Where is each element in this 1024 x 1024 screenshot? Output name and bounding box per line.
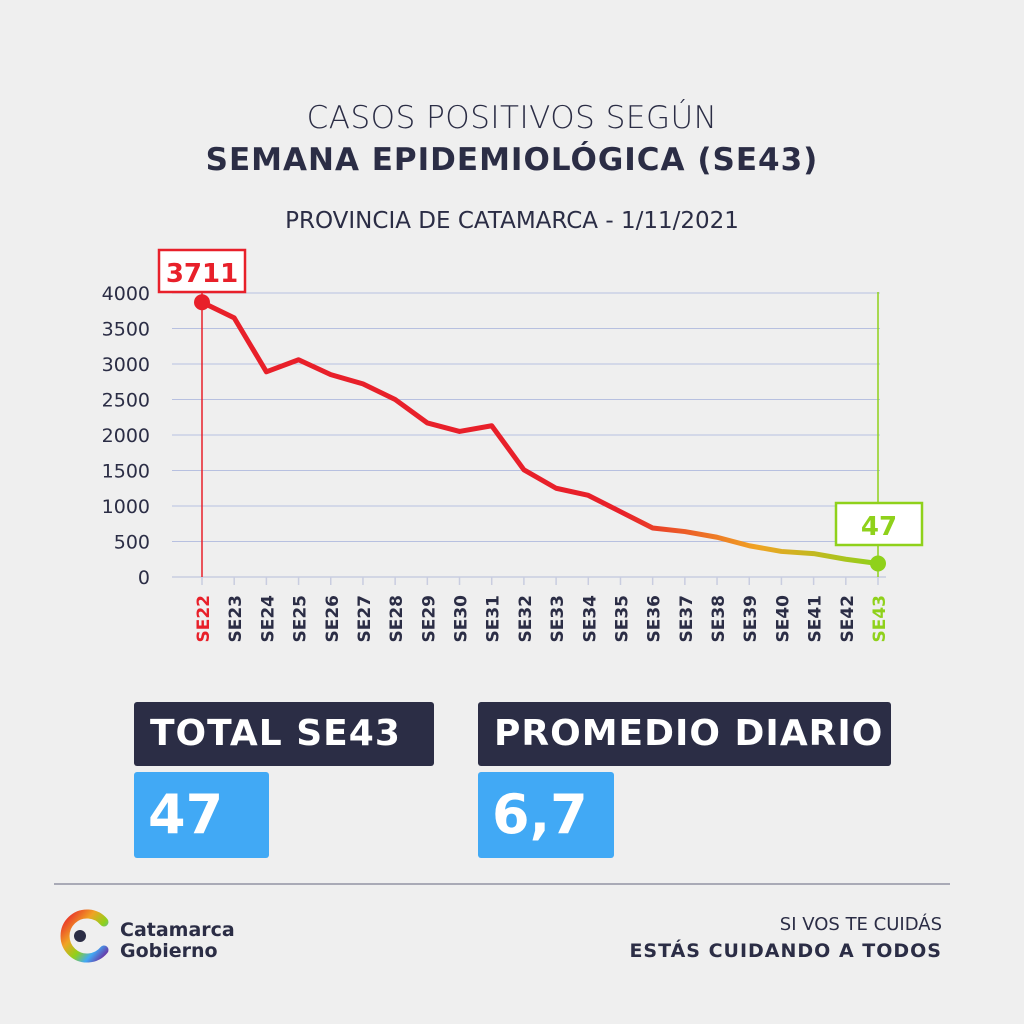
series-line — [199, 299, 881, 567]
start-point — [194, 294, 210, 311]
catamarca-c-icon — [60, 909, 109, 963]
start-annotation-label: 3711 — [166, 259, 238, 289]
total-value: 47 — [134, 772, 269, 858]
x-tick-label: SE40 — [773, 595, 793, 643]
title-line1: CASOS POSITIVOS SEGÚN — [306, 100, 718, 136]
y-tick-label: 2000 — [102, 425, 150, 447]
x-tick-label: SE33 — [548, 595, 568, 643]
x-tick-label: SE26 — [323, 595, 343, 643]
y-tick-label: 1500 — [102, 461, 150, 483]
x-tick-label: SE35 — [612, 595, 632, 643]
x-tick-label: SE23 — [226, 595, 246, 643]
y-tick-label: 0 — [138, 567, 150, 589]
y-tick-label: 500 — [114, 532, 150, 554]
x-tick-label: SE36 — [645, 595, 665, 643]
x-tick-label: SE24 — [258, 595, 278, 643]
slogan-line2: ESTÁS CUIDANDO A TODOS — [629, 940, 942, 962]
x-tick-label: SE29 — [419, 595, 439, 643]
x-tick-label: SE32 — [516, 595, 536, 643]
y-tick-label: 4000 — [102, 283, 150, 305]
end-point — [870, 555, 886, 572]
x-tick-label: SE31 — [484, 595, 504, 643]
y-tick-label: 2500 — [102, 390, 150, 412]
x-tick-label: SE38 — [709, 595, 729, 643]
footer-divider — [54, 883, 950, 885]
x-tick-label: SE28 — [387, 595, 407, 643]
x-tick-label: SE30 — [452, 595, 472, 643]
y-tick-label: 1000 — [102, 496, 150, 518]
x-tick-label: SE41 — [806, 595, 826, 643]
y-tick-label: 3500 — [102, 319, 150, 341]
slogan-line1: SI VOS TE CUIDÁS — [779, 914, 942, 935]
logo-line2: Gobierno — [120, 940, 218, 962]
cases-line-chart: 0 500 1000 1500 2000 2500 3000 3500 4000 SE22 SE23… — [102, 248, 924, 643]
average-label: PROMEDIO DIARIO — [478, 702, 891, 766]
start-annotation-box — [157, 248, 247, 294]
x-tick-label: SE34 — [580, 595, 600, 643]
x-tick-label: SE42 — [838, 595, 858, 643]
x-tick-label: SE22 — [194, 595, 214, 643]
average-value: 6,7 — [478, 772, 614, 858]
logo-text: Catamarca Gobierno — [120, 920, 235, 962]
x-tick-label: SE43 — [870, 595, 890, 643]
end-annotation-box — [834, 501, 924, 547]
y-tick-label: 3000 — [102, 354, 150, 376]
x-tick-label: SE25 — [291, 595, 311, 643]
end-annotation-label: 47 — [861, 512, 897, 542]
total-label: TOTAL SE43 — [134, 702, 434, 766]
x-tick-label: SE27 — [355, 595, 375, 643]
x-tick-label: SE39 — [741, 595, 761, 643]
x-tick-label: SE37 — [677, 595, 697, 643]
subtitle: PROVINCIA DE CATAMARCA - 1/11/2021 — [285, 208, 739, 234]
title-line2: SEMANA EPIDEMIOLÓGICA (SE43) — [205, 142, 819, 178]
logo-line1: Catamarca — [120, 919, 235, 941]
